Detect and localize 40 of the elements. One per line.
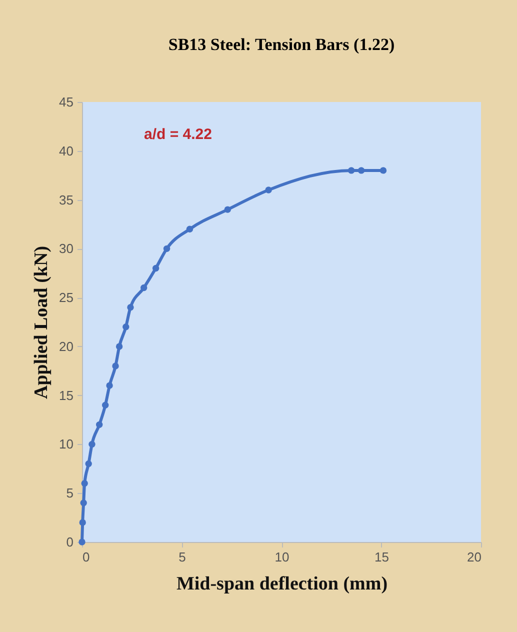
point: [140, 284, 148, 292]
y-tick-label: 35: [59, 192, 74, 208]
y-tick-label: 25: [59, 290, 74, 306]
y-tick-label: 30: [59, 241, 74, 256]
chart-title: SB13 Steel: Tension Bars (1.22): [168, 35, 395, 54]
x-tick-label: 20: [467, 550, 482, 564]
point: [380, 167, 387, 174]
y-tick-label: 15: [59, 388, 74, 403]
point: [85, 460, 92, 468]
point: [163, 245, 170, 252]
point: [116, 343, 123, 350]
point: [88, 440, 96, 448]
point: [106, 382, 113, 389]
point: [186, 226, 194, 232]
point: [80, 500, 87, 506]
point: [224, 206, 231, 213]
y-tick-label: 40: [59, 143, 74, 158]
x-tick-label: 15: [374, 550, 389, 564]
y-tick-label: 0: [66, 534, 74, 550]
x-tick-label: 5: [178, 550, 186, 564]
y-tick-label: 10: [59, 436, 74, 452]
y-axis-title: Applied Load (kN): [31, 246, 52, 400]
point: [112, 362, 119, 370]
point: [96, 421, 103, 428]
point: [81, 480, 88, 487]
point: [102, 402, 109, 408]
x-axis-title: Mid-span deflection (mm): [176, 574, 388, 594]
annotation: a/d = 4.22: [144, 126, 212, 143]
y-tick-label: 20: [59, 338, 74, 354]
point: [79, 519, 86, 526]
y-tick-label: 5: [66, 486, 74, 501]
point: [152, 264, 160, 272]
point: [358, 167, 365, 174]
point: [348, 167, 355, 174]
x-tick-label: 0: [82, 550, 90, 564]
x-tick-label: 10: [274, 550, 290, 564]
point: [122, 324, 130, 330]
point: [127, 304, 134, 311]
point: [265, 186, 272, 194]
y-tick-label: 45: [59, 94, 74, 110]
